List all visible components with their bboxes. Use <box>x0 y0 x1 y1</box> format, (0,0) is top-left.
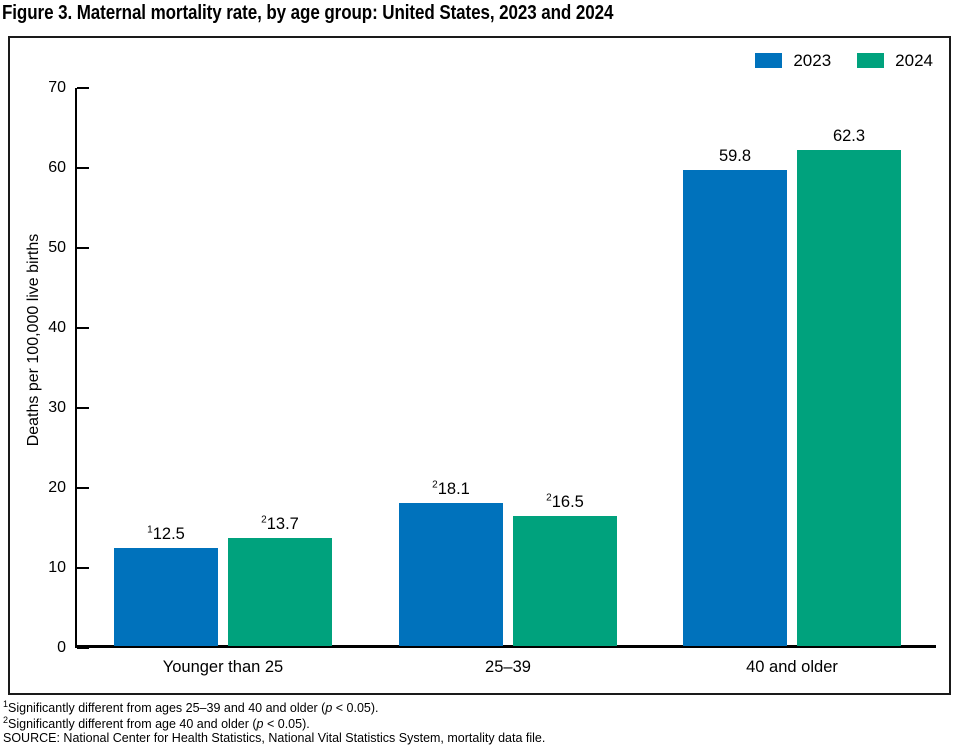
bar-value-label: 213.7 <box>261 514 299 534</box>
bar-value-label: 216.5 <box>546 492 584 511</box>
y-tick <box>77 87 89 89</box>
footnote-2-p: p <box>256 716 264 731</box>
bar-2023 <box>114 548 218 646</box>
footnote-1: 1Significantly different from ages 25–39… <box>3 700 545 716</box>
y-axis-line <box>75 88 77 648</box>
legend-item-2024: 2024 <box>857 52 933 69</box>
footnote-1-text: Significantly different from ages 25–39 … <box>8 701 326 716</box>
y-tick-label: 10 <box>48 559 66 576</box>
bar-2024 <box>797 149 901 646</box>
value-superscript: 2 <box>432 479 438 491</box>
x-axis-line <box>75 645 936 648</box>
bar-value-label: 59.8 <box>718 146 752 165</box>
x-category-label: 25–39 <box>485 658 531 676</box>
y-tick-label: 60 <box>48 159 66 176</box>
y-tick-label: 40 <box>48 319 66 336</box>
y-tick-label: 30 <box>48 399 66 416</box>
value-superscript: 2 <box>261 514 267 526</box>
y-tick <box>77 407 89 409</box>
x-category-label: 40 and older <box>746 658 838 676</box>
bar-value-label: 218.1 <box>432 479 470 499</box>
chart-legend: 2023 2024 <box>755 52 933 69</box>
footnote-2-text: Significantly different from age 40 and … <box>8 716 257 731</box>
y-tick <box>77 327 89 329</box>
bar-2024 <box>513 516 617 646</box>
bar-2023 <box>683 169 787 646</box>
bar-value-label: 62.3 <box>832 126 866 145</box>
bar-value-label: 112.5 <box>147 524 185 543</box>
value-superscript: 1 <box>147 524 153 536</box>
chart-frame: 2023 2024 <box>8 36 951 695</box>
source-note: SOURCE: National Center for Health Stati… <box>3 731 546 746</box>
legend-label: 2024 <box>895 51 933 70</box>
legend-swatch <box>857 53 885 68</box>
bar-2024 <box>228 538 332 646</box>
footnote-2: 2Significantly different from age 40 and… <box>3 714 545 732</box>
footnote-2-superscript: 2 <box>3 714 9 725</box>
y-tick <box>77 247 89 249</box>
x-category-label: Younger than 25 <box>162 658 284 676</box>
footnote-1-p: p <box>325 701 333 716</box>
footnote-2-tail: < 0.05). <box>263 716 310 731</box>
legend-label: 2023 <box>793 51 832 70</box>
y-tick <box>77 487 89 489</box>
legend-item-2023: 2023 <box>755 52 831 69</box>
y-tick-label: 20 <box>48 479 66 496</box>
footnote-1-superscript: 1 <box>3 699 9 709</box>
figure-title: Figure 3. Maternal mortality rate, by ag… <box>2 2 614 24</box>
bar-2023 <box>399 503 503 646</box>
y-tick-label: 0 <box>57 639 66 656</box>
legend-swatch <box>755 53 783 68</box>
y-tick <box>77 167 89 169</box>
y-tick <box>77 567 89 569</box>
value-superscript: 2 <box>546 492 552 504</box>
y-tick-label: 50 <box>48 239 66 256</box>
footnotes: 1Significantly different from ages 25–39… <box>3 700 545 746</box>
y-axis-title: Deaths per 100,000 live births <box>25 233 42 447</box>
footnote-1-tail: < 0.05). <box>332 701 379 716</box>
y-tick <box>77 647 89 649</box>
y-tick-label: 70 <box>48 79 66 96</box>
